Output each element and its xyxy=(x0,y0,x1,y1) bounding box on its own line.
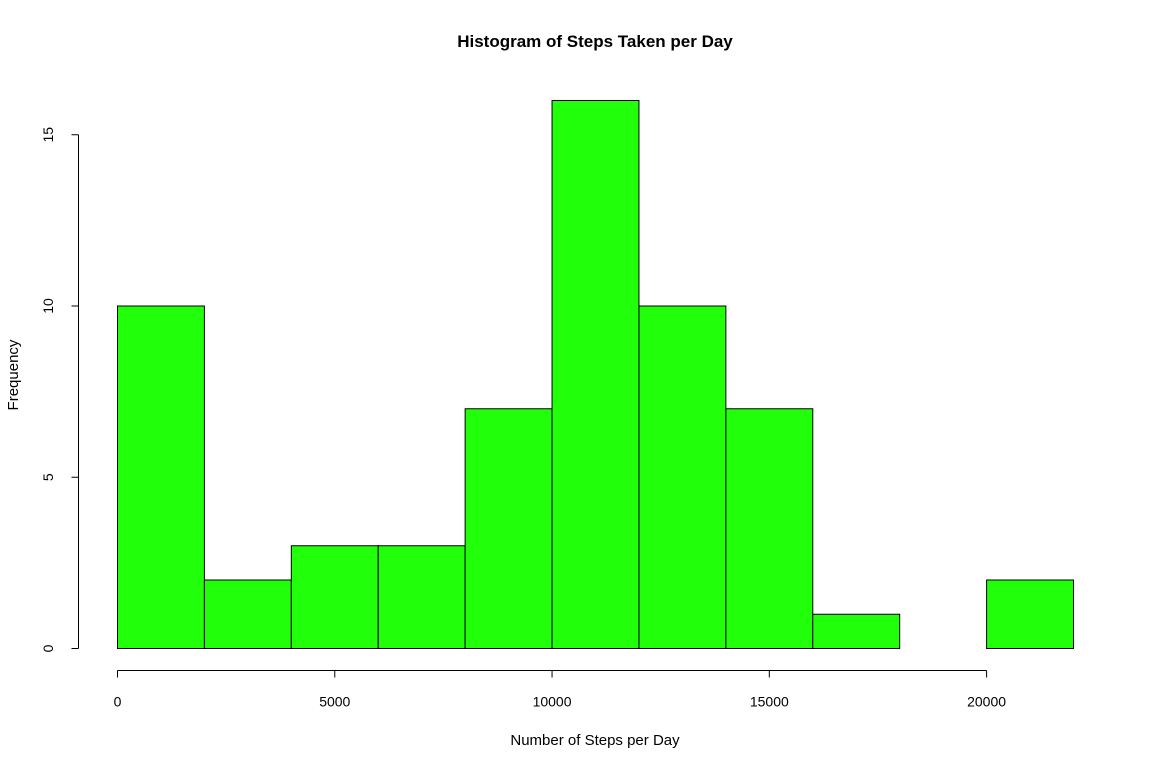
y-tick-label: 5 xyxy=(40,473,56,481)
x-tick-label: 5000 xyxy=(319,694,350,710)
y-axis: 0 5 10 15 xyxy=(40,127,79,652)
histogram-bar-4 xyxy=(464,408,553,649)
histogram-bar-3 xyxy=(377,545,466,649)
x-axis-title: Number of Steps per Day xyxy=(510,732,680,749)
x-tick-label: 15000 xyxy=(750,694,789,710)
histogram-bar-5 xyxy=(551,100,640,649)
histogram-bar-1 xyxy=(203,579,292,649)
x-tick-label: 20000 xyxy=(967,694,1006,710)
histogram-bar-10 xyxy=(986,579,1074,649)
histogram-bar-2 xyxy=(290,545,379,649)
histogram-bar-6 xyxy=(638,305,727,649)
y-tick-label: 15 xyxy=(40,127,56,143)
histogram-bar-8 xyxy=(812,613,901,649)
chart-title: Histogram of Steps Taken per Day xyxy=(457,32,733,51)
x-tick-label: 0 xyxy=(114,694,122,710)
y-axis-title: Frequency xyxy=(5,339,22,410)
histogram-bar-7 xyxy=(725,408,814,649)
x-axis: 0 5000 10000 15000 20000 xyxy=(114,670,1006,710)
histogram-bar-0 xyxy=(117,305,205,649)
x-tick-label: 10000 xyxy=(533,694,572,710)
y-tick-label: 0 xyxy=(40,644,56,652)
y-tick-label: 10 xyxy=(40,298,56,314)
bars-group xyxy=(117,100,1074,649)
